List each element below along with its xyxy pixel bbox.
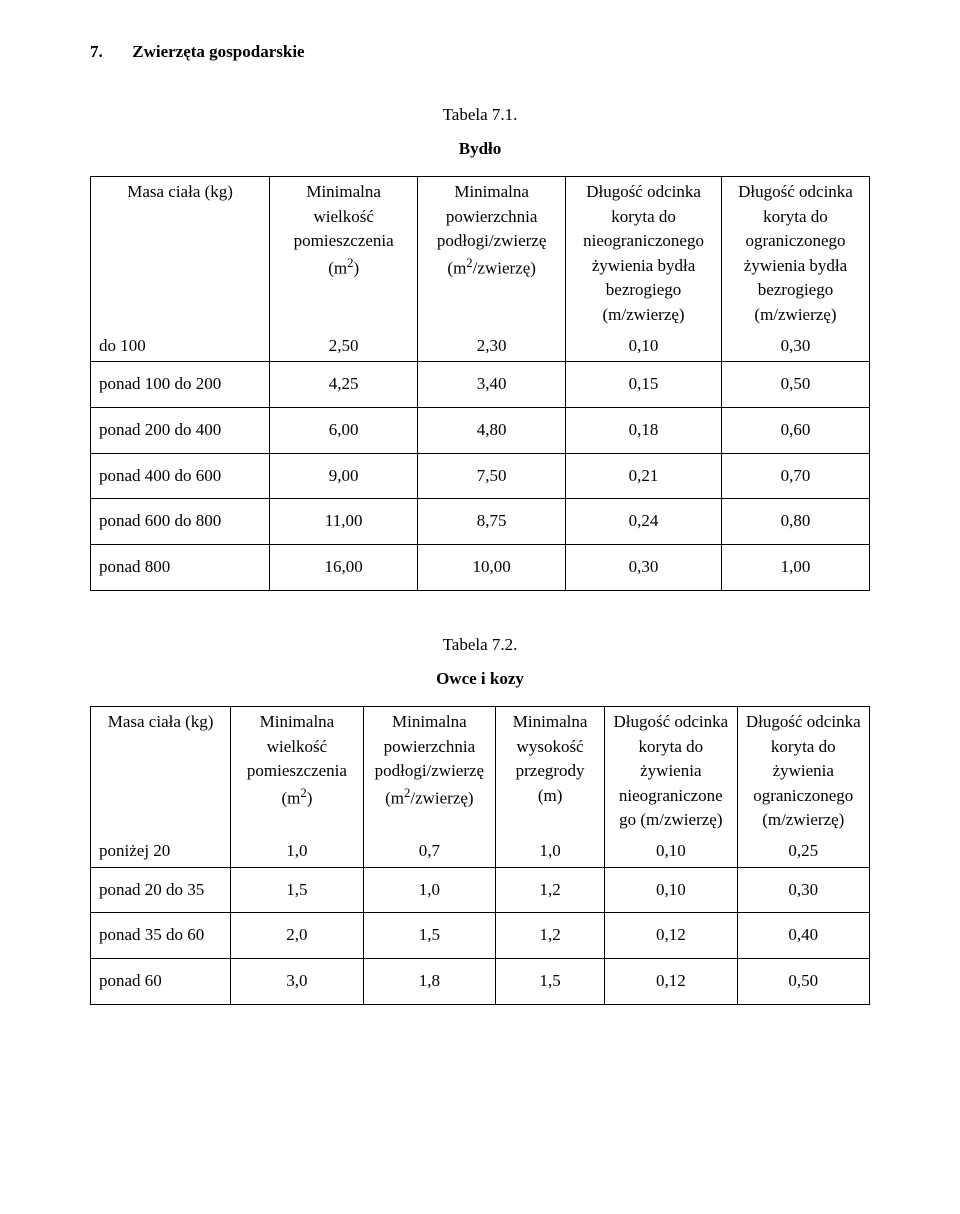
- page: 7. Zwierzęta gospodarskie Tabela 7.1. By…: [0, 0, 960, 1214]
- table2-cell: 1,2: [496, 913, 605, 959]
- table2-row-label: ponad 60: [91, 959, 231, 1005]
- table2-cell: 1,2: [496, 867, 605, 913]
- table1-header-cell: Minimalna powierzchnia podłogi/zwierzę (…: [418, 176, 566, 330]
- table2-cell: 1,5: [496, 959, 605, 1005]
- table1-cell: 0,30: [721, 331, 869, 362]
- table1-cell: 11,00: [270, 499, 418, 545]
- table1-cell: 7,50: [418, 453, 566, 499]
- table2-cell: 0,12: [605, 959, 737, 1005]
- table1-cell: 0,70: [721, 453, 869, 499]
- table2-header-cell: Masa ciała (kg): [91, 706, 231, 836]
- table1-header-cell: Długość odcinka koryta do nieograniczone…: [566, 176, 722, 330]
- table2-cell: 1,0: [496, 836, 605, 867]
- table1-cell: 0,21: [566, 453, 722, 499]
- table1-cell: 0,30: [566, 544, 722, 590]
- section-number: 7.: [90, 40, 128, 65]
- table2-cell: 0,10: [605, 867, 737, 913]
- table1-cell: 2,30: [418, 331, 566, 362]
- table1-row-label: ponad 200 do 400: [91, 408, 270, 454]
- table1-header-cell: Długość odcinka koryta do ograniczonego …: [721, 176, 869, 330]
- table1-cell: 0,80: [721, 499, 869, 545]
- table2-cell: 1,0: [363, 867, 495, 913]
- table2-cell: 2,0: [231, 913, 363, 959]
- table2-title: Owce i kozy: [90, 667, 870, 692]
- table2-row-label: ponad 20 do 35: [91, 867, 231, 913]
- table1-header-cell: Minimalna wielkość pomieszczenia (m2): [270, 176, 418, 330]
- table1-cell: 4,25: [270, 362, 418, 408]
- table2-row-label: ponad 35 do 60: [91, 913, 231, 959]
- table2-caption: Tabela 7.2. Owce i kozy: [90, 633, 870, 692]
- table2-cell: 0,12: [605, 913, 737, 959]
- table2-cell: 1,0: [231, 836, 363, 867]
- table1-row-label: ponad 600 do 800: [91, 499, 270, 545]
- table1-title: Bydło: [90, 137, 870, 162]
- table1-cell: 9,00: [270, 453, 418, 499]
- table1-caption: Tabela 7.1. Bydło: [90, 103, 870, 162]
- table2-cell: 0,40: [737, 913, 869, 959]
- table1-row-label: ponad 100 do 200: [91, 362, 270, 408]
- table1-row-label: ponad 800: [91, 544, 270, 590]
- table1-cell: 0,18: [566, 408, 722, 454]
- table2-cell: 0,30: [737, 867, 869, 913]
- table2-cell: 1,8: [363, 959, 495, 1005]
- table2-cell: 0,10: [605, 836, 737, 867]
- table1-cell: 0,15: [566, 362, 722, 408]
- table1-cell: 1,00: [721, 544, 869, 590]
- section-header: 7. Zwierzęta gospodarskie: [90, 40, 870, 65]
- table2-header-cell: Minimalna wielkość pomieszczenia (m2): [231, 706, 363, 836]
- table2-caption-line: Tabela 7.2.: [90, 633, 870, 658]
- table2-cell: 1,5: [231, 867, 363, 913]
- section-title: Zwierzęta gospodarskie: [132, 42, 304, 61]
- table1-cell: 4,80: [418, 408, 566, 454]
- table1-cell: 0,10: [566, 331, 722, 362]
- table1-cell: 0,50: [721, 362, 869, 408]
- table1-cell: 0,60: [721, 408, 869, 454]
- table1-cell: 3,40: [418, 362, 566, 408]
- table1-cell: 8,75: [418, 499, 566, 545]
- table2-header-cell: Minimalna wysokość przegrody (m): [496, 706, 605, 836]
- table1-cell: 2,50: [270, 331, 418, 362]
- table1-row-label: ponad 400 do 600: [91, 453, 270, 499]
- table1-cell: 16,00: [270, 544, 418, 590]
- table1: Masa ciała (kg)Minimalna wielkość pomies…: [90, 176, 870, 591]
- table2-cell: 0,7: [363, 836, 495, 867]
- table2-row-label: poniżej 20: [91, 836, 231, 867]
- table1-header-cell: Masa ciała (kg): [91, 176, 270, 330]
- table2-cell: 3,0: [231, 959, 363, 1005]
- table2-header-cell: Długość odcinka koryta do żywienia ogran…: [737, 706, 869, 836]
- table2-header-cell: Minimalna powierzchnia podłogi/zwierzę (…: [363, 706, 495, 836]
- table1-cell: 0,24: [566, 499, 722, 545]
- table2: Masa ciała (kg)Minimalna wielkość pomies…: [90, 706, 870, 1005]
- table2-cell: 0,50: [737, 959, 869, 1005]
- table1-cell: 6,00: [270, 408, 418, 454]
- table2-header-cell: Długość odcinka koryta do żywienia nieog…: [605, 706, 737, 836]
- table1-cell: 10,00: [418, 544, 566, 590]
- table2-cell: 0,25: [737, 836, 869, 867]
- table2-cell: 1,5: [363, 913, 495, 959]
- table1-caption-line: Tabela 7.1.: [90, 103, 870, 128]
- table1-row-label: do 100: [91, 331, 270, 362]
